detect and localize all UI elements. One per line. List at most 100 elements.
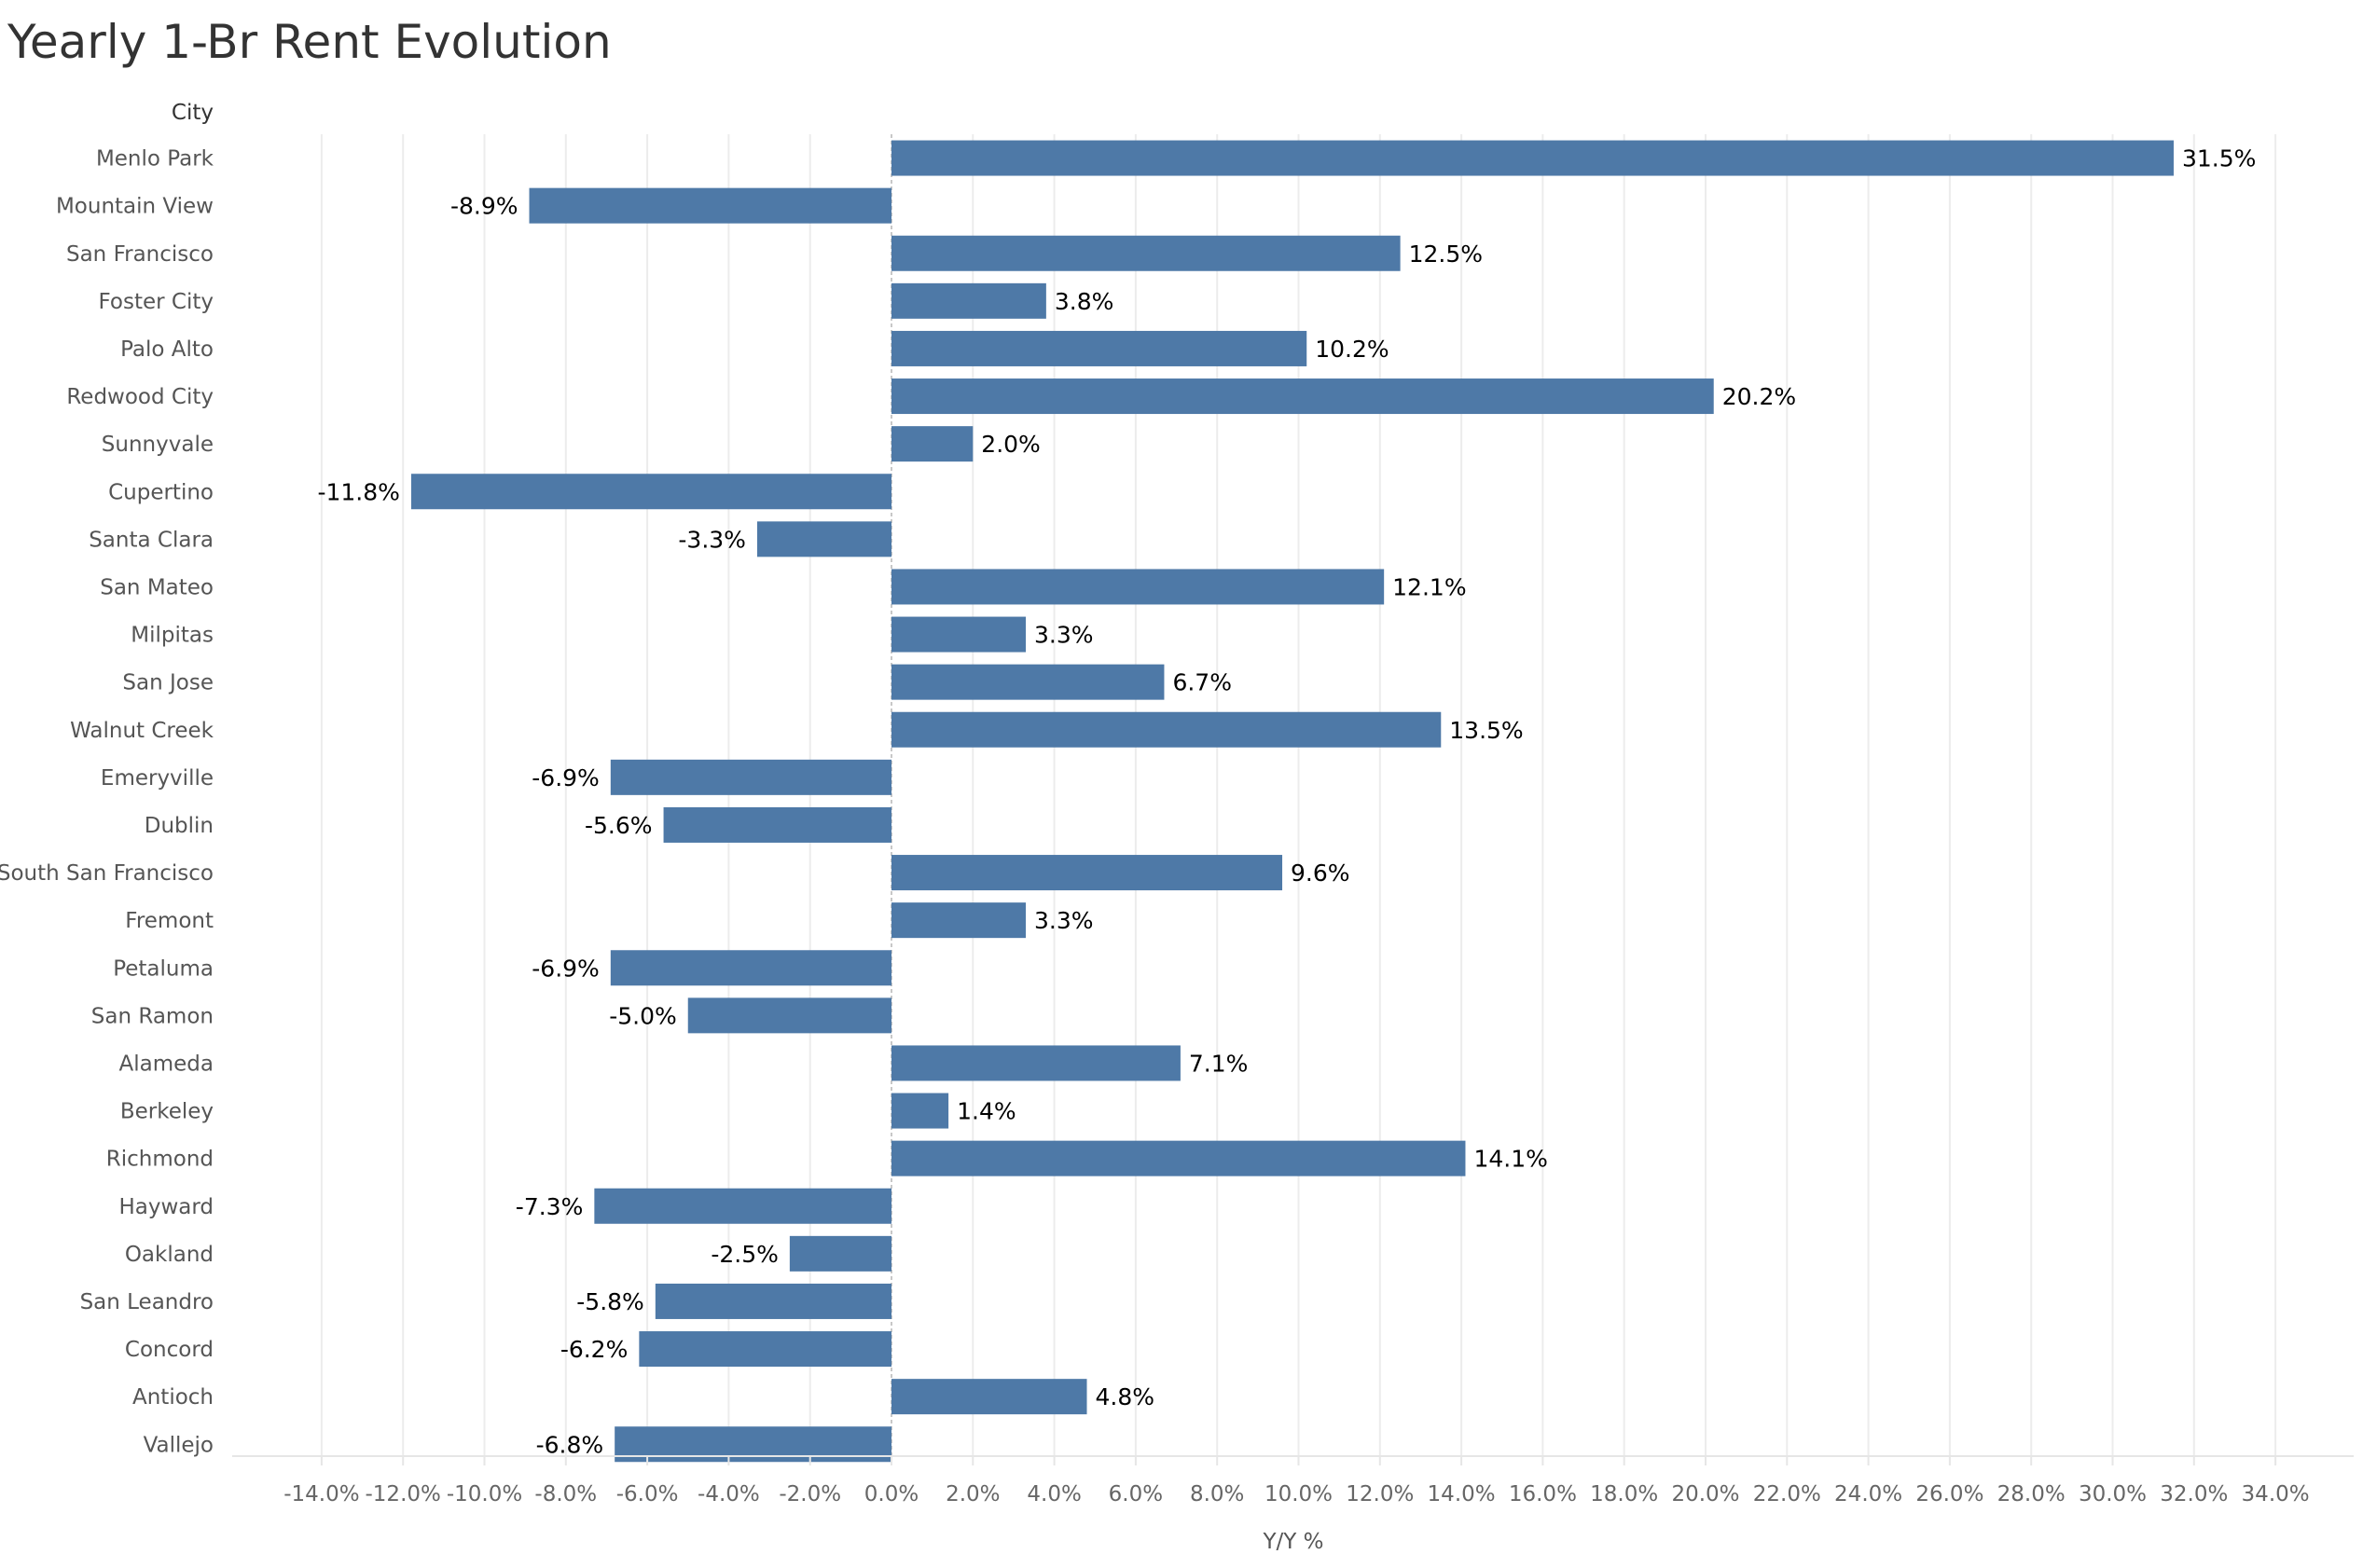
category-label: Santa Clara [89,528,214,552]
category-label: Hayward [118,1195,214,1219]
data-label: 1.4% [957,1098,1016,1125]
bar [529,187,891,224]
category-label: Vallejo [144,1433,214,1457]
category-label: Antioch [132,1385,214,1410]
x-axis: Y/Y % -14.0% -12.0% -10.0% -8.0% -6.0% -4.0% -… [232,1455,2354,1554]
bar [687,997,891,1034]
data-label: 9.6% [1291,860,1350,887]
data-label: -6.8% [536,1431,604,1458]
data-labels: 31.5% -8.9% 12.5% 3.8% 10.2% 20.2% 2.0% -11.8% -… [317,145,2256,1459]
x-tick-label: -14.0% [283,1482,359,1506]
category-label: Menlo Park [96,147,214,172]
x-axis-title: Y/Y % [1262,1530,1323,1554]
bar [891,664,1165,700]
bar [891,902,1027,939]
bar [891,1140,1466,1176]
bar [891,282,1046,319]
bar [639,1331,891,1368]
category-label: Mountain View [56,195,214,219]
bar [891,235,1401,271]
category-label: San Francisco [66,242,214,267]
bar [891,616,1027,653]
bar [891,569,1385,605]
x-tick-label: 12.0% [1346,1482,1414,1506]
x-tick-label: -10.0% [447,1482,522,1506]
bar [891,426,974,462]
category-label: San Ramon [91,1004,214,1028]
data-label: 12.1% [1392,573,1466,600]
data-label: -3.3% [678,526,746,553]
bar [891,1045,1181,1081]
x-tick-label: -8.0% [534,1482,597,1506]
x-tick-label: 18.0% [1590,1482,1658,1506]
category-label: South San Francisco [0,861,214,886]
x-tick-label: 26.0% [1915,1482,1983,1506]
x-tick-label: 24.0% [1834,1482,1902,1506]
x-tick-label: 34.0% [2242,1482,2310,1506]
bar [891,1093,949,1129]
category-label: Concord [125,1338,214,1362]
bar [891,330,1307,366]
data-label: 20.2% [1722,383,1796,410]
x-tick-label: 32.0% [2160,1482,2228,1506]
bar [891,140,2174,176]
x-tick-label: 8.0% [1190,1482,1244,1506]
category-label: Petaluma [113,956,214,981]
x-tick-label: 14.0% [1428,1482,1496,1506]
category-axis-title: City [172,101,214,125]
chart-title: Yearly 1-Br Rent Evolution [7,15,612,69]
category-label: Redwood City [66,385,214,409]
bar [789,1235,891,1272]
data-label: 3.8% [1055,288,1114,315]
data-label: 2.0% [981,431,1041,458]
bar [610,950,891,986]
x-tick-label: -4.0% [698,1482,760,1506]
data-label: 3.3% [1034,907,1094,934]
bar [891,711,1442,748]
category-label: Alameda [119,1052,214,1076]
data-label: 14.1% [1473,1146,1547,1173]
category-label: San Jose [122,671,214,695]
data-label: 31.5% [2182,145,2256,172]
data-label: -5.6% [585,812,653,839]
category-label: San Leandro [80,1290,214,1314]
bar [594,1188,891,1224]
data-label: 3.3% [1034,622,1094,649]
category-label: Dublin [145,814,214,838]
data-label: 4.8% [1096,1383,1155,1410]
data-label: -5.0% [609,1002,677,1029]
bar [891,378,1714,415]
category-label: Palo Alto [120,337,214,362]
category-label: Berkeley [120,1100,214,1124]
data-label: -8.9% [450,193,518,220]
data-label: -5.8% [576,1288,644,1315]
bar [410,474,891,510]
data-label: 6.7% [1172,669,1232,696]
x-tick-label: 2.0% [946,1482,1000,1506]
x-tick-label: 6.0% [1109,1482,1163,1506]
data-label: 12.5% [1409,241,1483,268]
bar [756,521,891,557]
category-label: Walnut Creek [70,719,214,743]
data-label: -6.2% [560,1336,629,1363]
x-tick-label: 10.0% [1264,1482,1333,1506]
x-tick-label: 30.0% [2079,1482,2147,1506]
data-label: 10.2% [1315,336,1389,363]
data-label: -11.8% [317,478,399,505]
x-tick-label: 0.0% [864,1482,919,1506]
category-label: Fremont [125,909,214,933]
data-label: 13.5% [1449,717,1523,744]
category-label: Sunnyvale [102,433,214,457]
category-label: Foster City [99,290,214,314]
category-label: Oakland [125,1243,214,1267]
category-label: San Mateo [100,575,214,599]
bar [663,806,891,843]
x-tick-label: -2.0% [779,1482,841,1506]
data-label: -6.9% [532,764,600,791]
bars [410,140,2174,1463]
category-label: Cupertino [108,480,214,504]
x-tick-label: 4.0% [1027,1482,1081,1506]
category-label: Richmond [106,1148,214,1172]
category-label: Emeryville [101,766,214,791]
